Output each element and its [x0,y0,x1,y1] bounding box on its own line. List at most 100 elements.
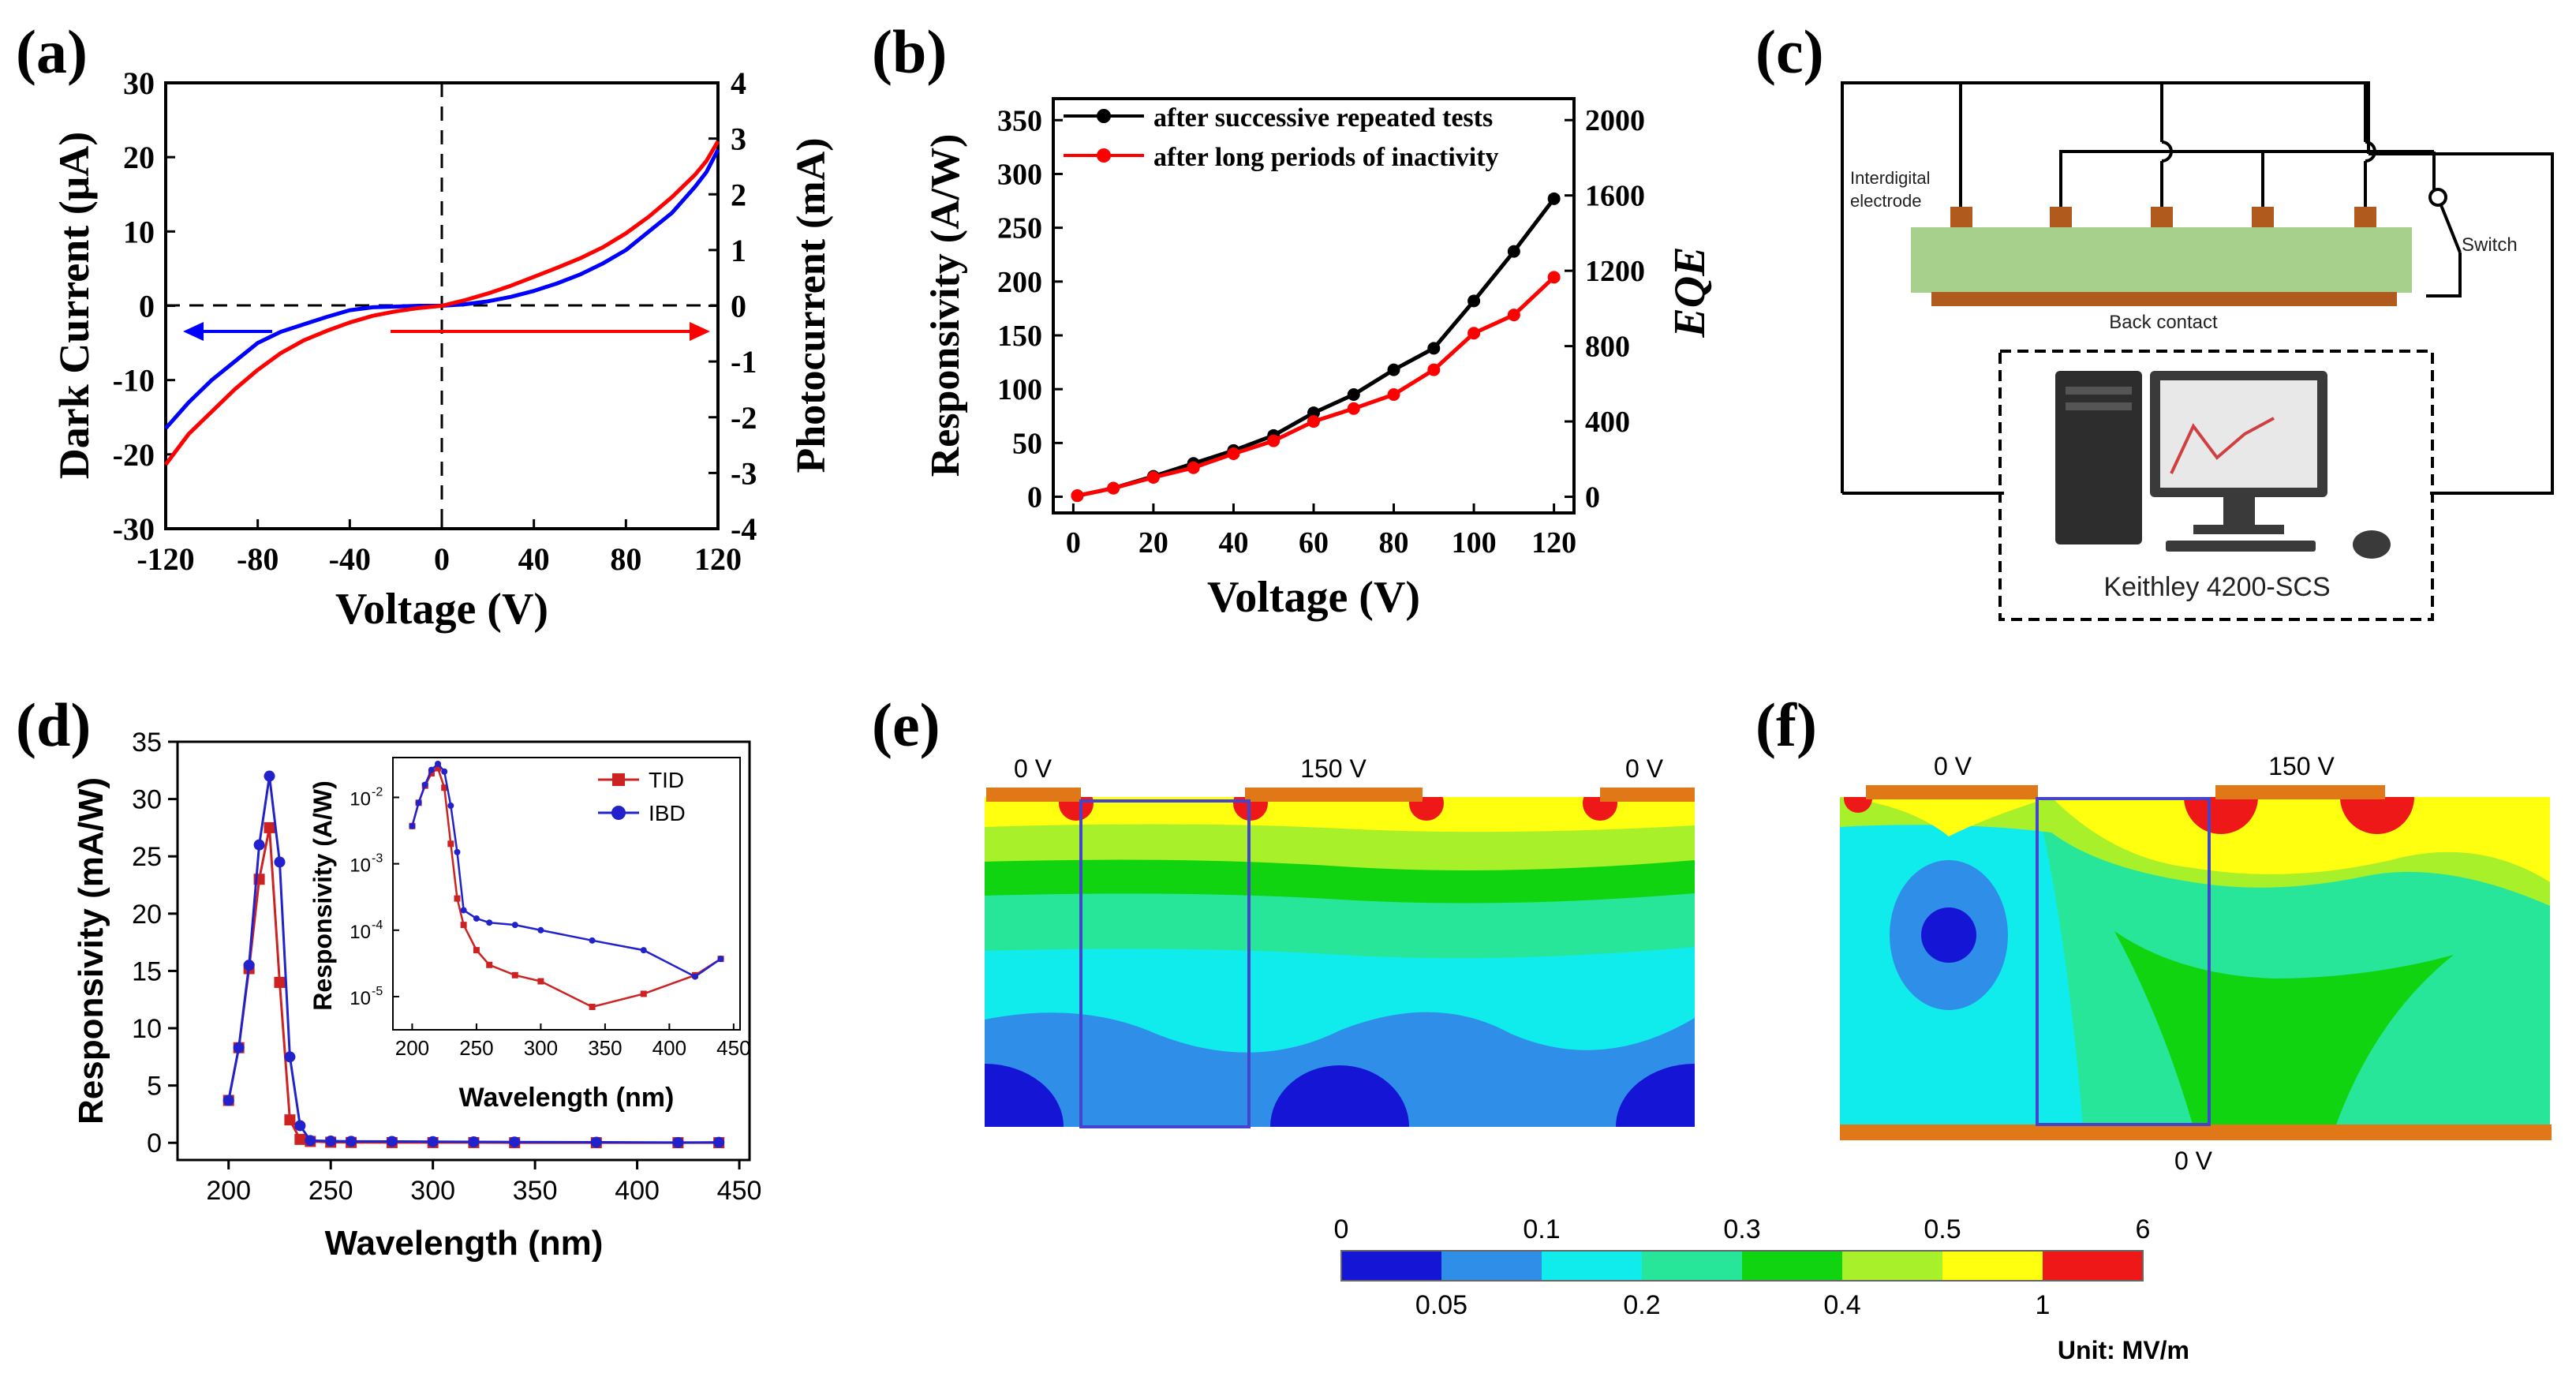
chart-b-point [1227,447,1240,460]
chart-b-ytick-label: 300 [997,158,1042,191]
chart-d-inset-point-ibd [460,907,467,914]
device-substrate [1911,227,2412,293]
chart-b-ytick-label: 0 [1027,481,1042,515]
chart-b-responsivity-eqe: 0 20 40 60 80 100 120 0 50 100 150 200 250 300 350 0 4… [923,97,1714,622]
chart-a-ylabel: Dark Current (μA) [50,132,98,480]
colorbar-swatch [1842,1251,1943,1281]
chart-d-inset-ytick-base: 10 [350,922,371,943]
chart-d-ytick-label: 25 [132,842,162,872]
chart-d-xtick-label: 200 [206,1176,251,1206]
switch-pivot [2428,188,2447,207]
chart-d-inset-point-ibd [640,947,647,954]
back-contact-label: Back contact [2109,312,2218,333]
chart-a-ytick-label: -10 [113,363,155,399]
chart-b-legend-marker-red [1097,148,1111,163]
panel-e-right-voltage: 0 V [1625,754,1664,783]
chart-b-xtick-label: 20 [1138,526,1168,559]
chart-a-xtick-label: 120 [694,541,742,577]
colorbar-swatch [1441,1251,1542,1281]
chart-d-inset-point-tid [640,990,647,997]
chart-a-y2tick-label: -1 [731,344,757,380]
chart-b-y2tick-label: 1200 [1585,255,1645,288]
chart-d-xlabel: Wavelength (nm) [325,1224,604,1263]
chart-a-xtick-label: 80 [610,541,641,577]
chart-b-legend-label-1: after long periods of inactivity [1153,143,1499,172]
chart-d-ylabel: Responsivity (mA/W) [72,777,110,1124]
colorbar-bottom-label: 0.4 [1823,1290,1860,1320]
chart-b-xlabel: Voltage (V) [1207,573,1420,622]
colorbar-top-label: 0 [1334,1214,1349,1244]
chart-d-inset-point-ibd [435,760,442,767]
chart-b-ytick-label: 150 [997,320,1042,353]
chart-d-inset-point-ibd [409,822,416,829]
chart-d-inset-line-1 [411,762,722,978]
chart-d-point-ibd [222,1094,234,1106]
chart-d-point-ibd [713,1136,725,1148]
chart-b-ytick-label: 50 [1012,427,1042,460]
chart-a-y2tick-label: 3 [731,122,746,157]
chart-d-point-ibd [253,839,265,851]
chart-d-inset-ytick-exp: -4 [372,919,383,932]
chart-d-inset-point-ibd [421,781,428,788]
chart-b-legend-marker-black [1097,109,1111,123]
panel-letter-c: (c) [1755,17,1824,86]
electrode-4 [2252,207,2274,227]
panel-letter-d: (d) [16,690,91,759]
field-map-f-fill [1840,797,2550,1127]
electrode-1 [1950,207,1972,227]
chart-d-legend-marker-ibd [611,806,626,820]
chart-d-spectral-responsivity: 200 250 300 350 400 450 0 5 10 15 20 25 30 35 TID IB… [72,728,761,1263]
electrode-f-left [1866,785,2038,799]
chart-d-inset-point-tid [589,1003,596,1010]
chart-b-xtick-label: 60 [1299,526,1329,559]
wire-outer-right [2368,152,2554,495]
chart-d-inset-xtick-label: 450 [716,1036,750,1060]
chart-b-point [1307,415,1320,428]
chart-d-inset-xtick-label: 350 [588,1036,622,1060]
chart-d-inset-xtick-label: 250 [459,1036,493,1060]
colorbar-bottom-label: 0.2 [1623,1290,1660,1320]
chart-d-inset-point-ibd [511,922,518,929]
field-map-f-unit-cell [2036,797,2211,1126]
chart-d-inset-xtick-label: 300 [524,1036,558,1060]
colorbar-bottom-label: 1 [2036,1290,2051,1320]
chart-d-point-ibd [468,1136,480,1148]
panel-letter-f: (f) [1755,690,1817,759]
chart-b-point [1267,434,1281,447]
chart-a-y2tick-label: 0 [731,289,746,324]
chart-b-point [1107,481,1120,495]
colorbar-swatch [1341,1251,1442,1281]
chart-d-ytick-label: 0 [147,1128,162,1158]
chart-d-inset-ylabel: Responsivity (A/W) [308,780,337,1011]
panel-e-field-map: 0 V 150 V 0 V [985,754,1695,1128]
chart-b-ytick-label: 250 [997,212,1042,245]
colorbar-frame [1340,1250,2144,1282]
chart-d-inset-point-ibd [454,848,461,855]
electrode-e-center [1245,788,1423,802]
panel-f-right-voltage: 150 V [2268,752,2335,780]
switch-lever [2440,204,2462,253]
instrument-box [1998,350,2434,621]
chart-b-y2label: EQE [1666,246,1714,338]
chart-d-point-ibd [274,856,286,868]
chart-b-ytick-label: 100 [997,373,1042,406]
chart-d-frame [176,740,751,1162]
chart-d-inset-point-ibd [691,973,698,980]
chart-b-point [1467,294,1481,308]
chart-d-inset-ytick-exp: -5 [372,985,383,998]
chart-b-point [1547,192,1561,205]
chart-d-xtick-label: 300 [410,1176,455,1206]
chart-d-point-ibd [427,1136,439,1147]
chart-d-inset-point-tid [537,978,544,985]
wire-switch-bottom [2426,253,2462,297]
chart-d-xtick-label: 450 [717,1176,762,1206]
chart-b-point [1507,309,1520,322]
chart-b-y2tick-label: 2000 [1585,104,1645,137]
chart-d-inset-point-tid [441,784,448,791]
chart-a-y2tick-label: -3 [731,455,757,491]
chart-d-inset-point-ibd [441,768,448,775]
chart-b-xtick-label: 80 [1379,526,1409,559]
chart-d-legend-ibd: IBD [649,801,686,825]
chart-a-xtick-label: -80 [237,541,279,577]
